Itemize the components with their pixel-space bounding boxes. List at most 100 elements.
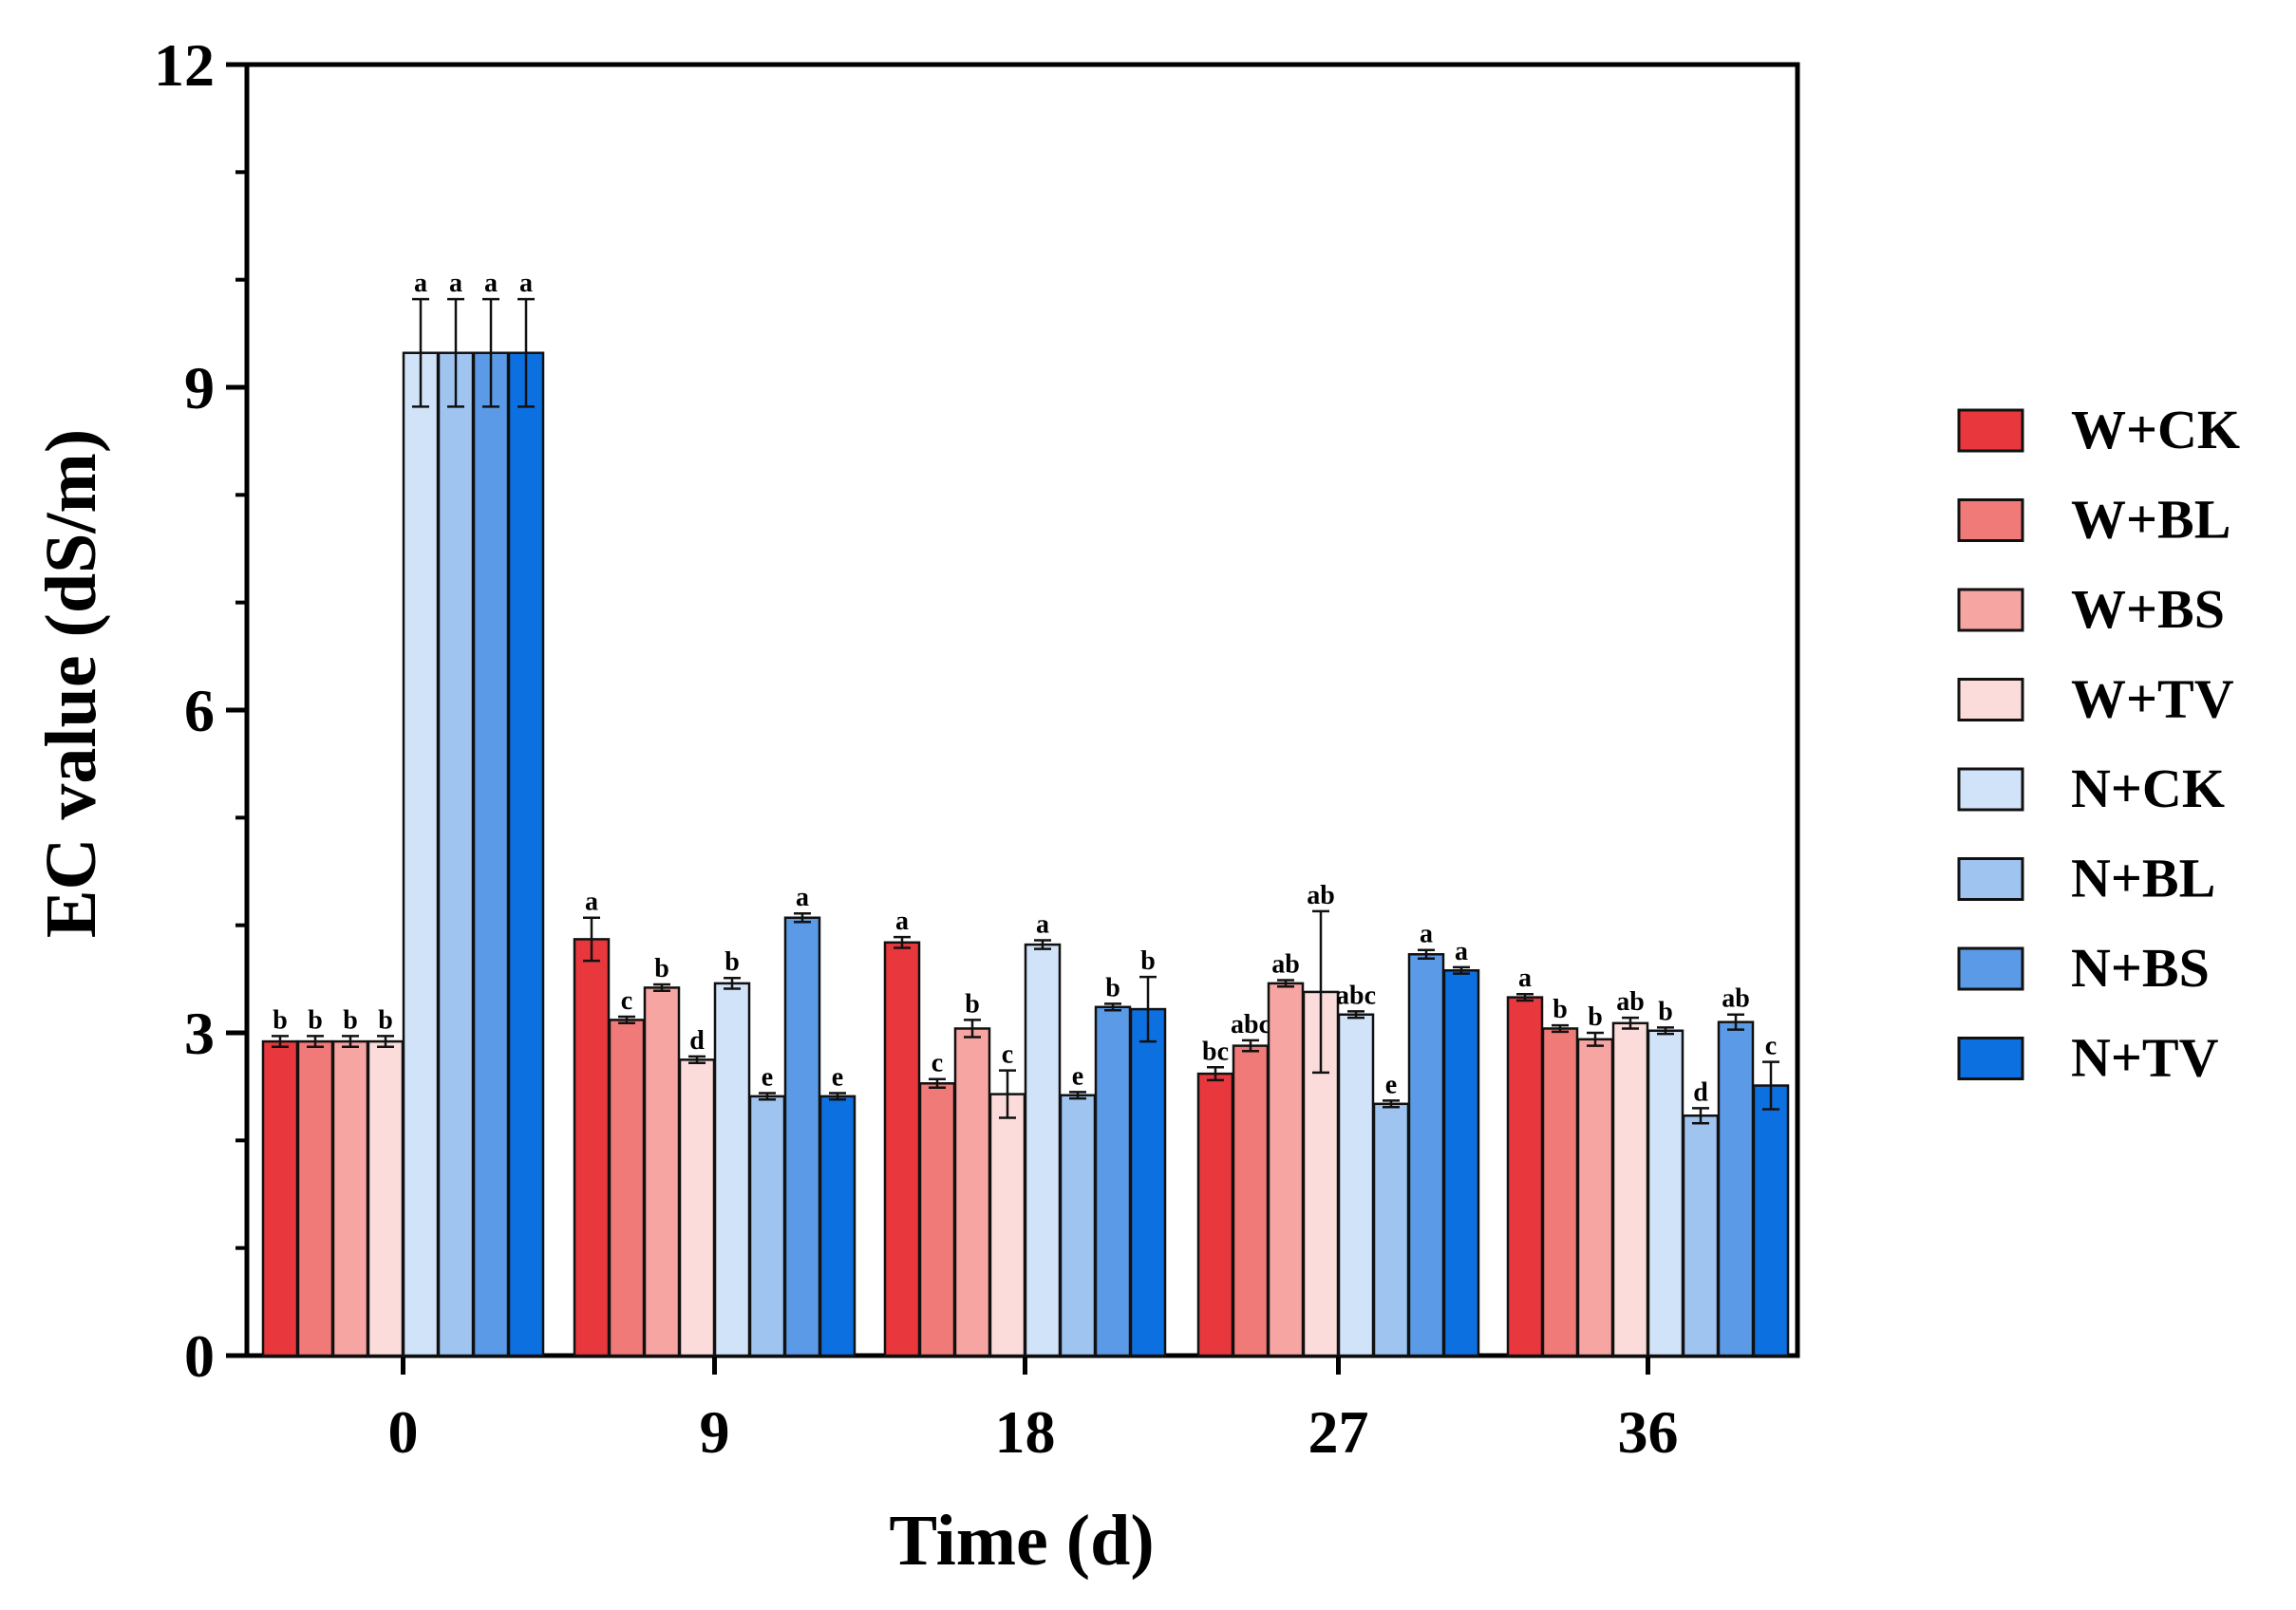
legend-label: N+BS <box>2071 937 2210 999</box>
legend-swatch <box>1957 498 2024 542</box>
bar <box>783 916 821 1357</box>
significance-label: abc <box>1231 1010 1270 1039</box>
x-tick-label: 36 <box>1618 1398 1679 1466</box>
bar <box>437 351 475 1357</box>
significance-label: e <box>1072 1061 1083 1091</box>
legend-swatch <box>1957 588 2024 632</box>
significance-label: a <box>449 269 462 298</box>
bar <box>1337 1013 1375 1357</box>
significance-label: ab <box>1271 949 1300 979</box>
significance-label: b <box>378 1005 393 1035</box>
bar <box>1717 1020 1755 1357</box>
significance-label: bc <box>1202 1037 1229 1066</box>
significance-label: c <box>1765 1032 1777 1061</box>
significance-label: d <box>689 1026 705 1056</box>
y-tick-label: 0 <box>184 1322 215 1390</box>
significance-label: b <box>1105 973 1120 1002</box>
significance-label: e <box>1385 1070 1397 1099</box>
bar <box>988 1093 1026 1357</box>
x-tick-label: 9 <box>700 1398 730 1466</box>
legend-label: N+TV <box>2071 1027 2219 1089</box>
bar <box>402 351 440 1357</box>
significance-label: b <box>1553 995 1568 1024</box>
bar <box>918 1082 956 1357</box>
significance-label: b <box>965 989 980 1019</box>
x-tick-label: 0 <box>388 1398 419 1466</box>
y-axis-title: EC value (dS/m) <box>31 429 111 938</box>
bar <box>1407 953 1445 1357</box>
bar <box>507 351 545 1357</box>
significance-label: b <box>273 1005 288 1035</box>
bar <box>819 1095 856 1357</box>
significance-label: abc <box>1336 981 1376 1010</box>
bar <box>713 982 751 1357</box>
bar <box>472 351 510 1357</box>
bar <box>608 1019 646 1357</box>
significance-label: b <box>725 947 740 977</box>
bar <box>1232 1044 1270 1357</box>
bar <box>573 938 611 1357</box>
y-tick-label: 6 <box>184 677 215 744</box>
bar <box>1682 1114 1720 1357</box>
legend-label: N+BL <box>2071 848 2215 909</box>
bar <box>1442 969 1480 1357</box>
significance-label: e <box>762 1062 773 1092</box>
significance-label: a <box>414 269 427 298</box>
significance-label: b <box>1588 1002 1603 1032</box>
bar <box>1094 1005 1132 1357</box>
significance-label: ab <box>1307 881 1335 910</box>
significance-label: a <box>796 883 809 912</box>
y-tick-label: 9 <box>184 354 215 421</box>
significance-label: a <box>1420 920 1433 949</box>
significance-label: a <box>585 888 598 917</box>
legend-label: W+CK <box>2071 399 2240 460</box>
legend-swatch <box>1957 946 2024 991</box>
bar <box>1647 1029 1684 1357</box>
significance-label: a <box>895 907 909 936</box>
legend-swatch <box>1957 767 2024 812</box>
bar <box>367 1039 405 1357</box>
bar <box>1059 1094 1097 1357</box>
bar <box>1196 1072 1234 1357</box>
legend-label: W+BL <box>2071 489 2230 551</box>
bar <box>953 1027 991 1357</box>
bar <box>1129 1007 1167 1357</box>
bar <box>1267 982 1305 1357</box>
y-tick-label: 3 <box>184 1000 215 1067</box>
bar <box>1024 943 1062 1357</box>
bar <box>883 941 921 1357</box>
legend-swatch <box>1957 1037 2024 1080</box>
bar <box>643 986 681 1357</box>
significance-label: b <box>654 954 669 983</box>
significance-label: a <box>1455 937 1468 966</box>
significance-label: d <box>1693 1077 1708 1107</box>
significance-label: c <box>932 1049 943 1078</box>
legend-label: N+CK <box>2071 758 2225 819</box>
bar <box>1541 1027 1579 1357</box>
x-tick-label: 18 <box>995 1398 1056 1466</box>
significance-label: c <box>621 986 632 1016</box>
legend-label: W+TV <box>2071 668 2234 730</box>
significance-label: a <box>484 269 498 298</box>
x-tick-label: 27 <box>1308 1398 1369 1466</box>
bar <box>1576 1038 1614 1357</box>
significance-label: ab <box>1722 984 1750 1014</box>
bar <box>1372 1102 1410 1357</box>
significance-label: e <box>832 1062 843 1092</box>
significance-label: b <box>343 1005 358 1035</box>
significance-label: b <box>1140 946 1156 976</box>
bar <box>296 1039 334 1357</box>
bar <box>1611 1021 1649 1357</box>
x-axis-title: Time (d) <box>889 1501 1154 1581</box>
bar <box>1506 996 1544 1357</box>
bar <box>748 1095 786 1357</box>
significance-label: ab <box>1616 987 1645 1017</box>
significance-label: a <box>519 269 533 298</box>
bar <box>1752 1084 1790 1357</box>
bar <box>678 1058 716 1357</box>
legend-swatch <box>1957 678 2024 721</box>
legend-swatch <box>1957 857 2024 901</box>
significance-label: c <box>1002 1040 1013 1070</box>
